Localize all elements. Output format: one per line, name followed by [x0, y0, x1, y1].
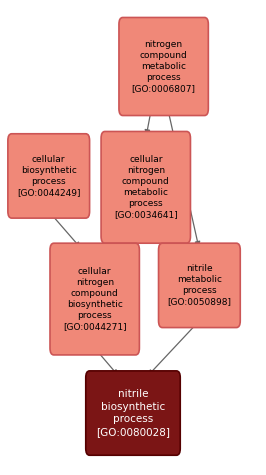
FancyBboxPatch shape [101, 132, 190, 243]
Text: nitrogen
compound
metabolic
process
[GO:0006807]: nitrogen compound metabolic process [GO:… [132, 40, 196, 93]
Text: cellular
nitrogen
compound
biosynthetic
process
[GO:0044271]: cellular nitrogen compound biosynthetic … [63, 267, 127, 331]
Text: cellular
nitrogen
compound
metabolic
process
[GO:0034641]: cellular nitrogen compound metabolic pro… [114, 155, 178, 219]
FancyBboxPatch shape [86, 371, 180, 455]
FancyBboxPatch shape [119, 18, 208, 115]
FancyBboxPatch shape [50, 243, 139, 355]
FancyBboxPatch shape [8, 134, 90, 218]
Text: nitrile
metabolic
process
[GO:0050898]: nitrile metabolic process [GO:0050898] [167, 264, 231, 306]
Text: nitrile
biosynthetic
process
[GO:0080028]: nitrile biosynthetic process [GO:0080028… [96, 390, 170, 437]
Text: cellular
biosynthetic
process
[GO:0044249]: cellular biosynthetic process [GO:004424… [17, 155, 81, 197]
FancyBboxPatch shape [159, 243, 240, 328]
